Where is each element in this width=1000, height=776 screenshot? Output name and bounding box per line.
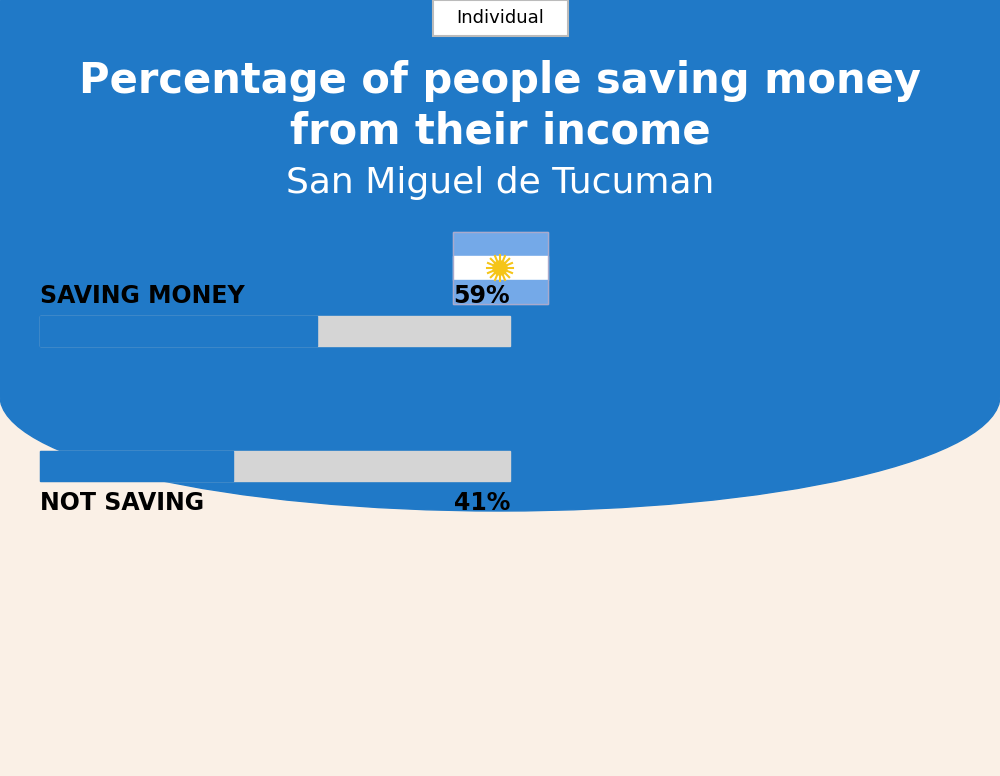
Text: 41%: 41%	[454, 491, 510, 515]
Text: 59%: 59%	[453, 284, 510, 308]
Text: Individual: Individual	[456, 9, 544, 27]
Bar	[0, 0, 1000, 396]
Bar	[40, 316, 510, 346]
Bar	[452, 232, 548, 256]
Circle shape	[493, 261, 507, 275]
FancyBboxPatch shape	[432, 0, 568, 36]
Bar	[40, 451, 233, 481]
Text: SAVING MONEY: SAVING MONEY	[40, 284, 245, 308]
Text: NOT SAVING: NOT SAVING	[40, 491, 204, 515]
Text: Percentage of people saving money: Percentage of people saving money	[79, 60, 921, 102]
Ellipse shape	[0, 281, 1000, 511]
Bar	[452, 256, 548, 280]
Text: from their income: from their income	[290, 110, 710, 152]
Bar	[40, 316, 317, 346]
Text: San Miguel de Tucuman: San Miguel de Tucuman	[286, 166, 714, 200]
Bar	[40, 451, 510, 481]
Bar	[452, 232, 548, 304]
Bar	[452, 280, 548, 304]
